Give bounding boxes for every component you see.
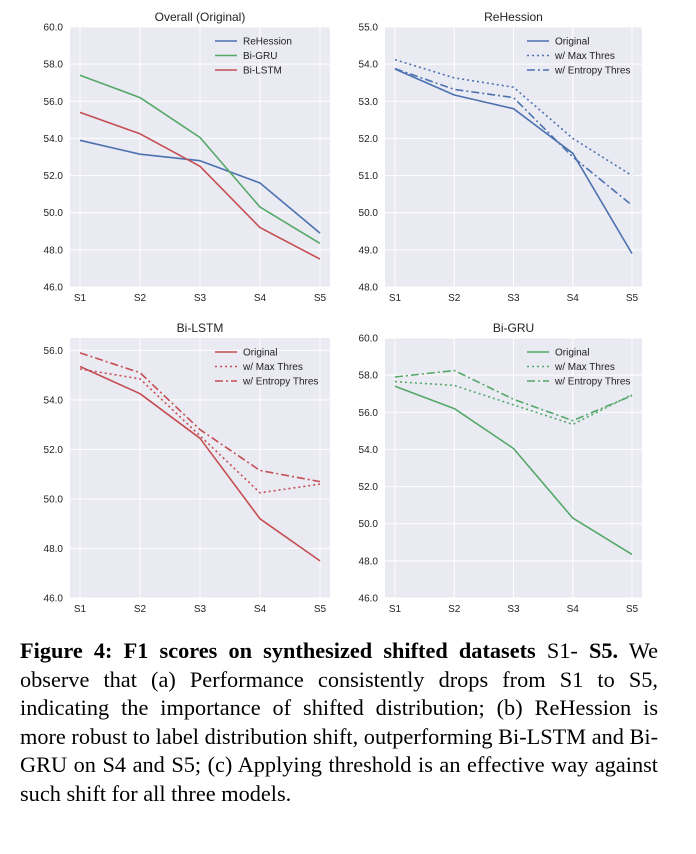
y-tick-label: 49.0 <box>359 245 379 256</box>
x-tick-label: S2 <box>134 604 147 615</box>
chart-title: Bi-LSTM <box>177 321 224 335</box>
chart-grid: 46.0 48.0 50.0 52.0 54.0 56.0 58.0 60.0 S1 S2 S3 S4… <box>44 10 642 615</box>
y-tick-label: 52.0 <box>44 171 64 182</box>
y-tick-label: 48.0 <box>359 283 379 294</box>
chart-title: Bi-GRU <box>493 321 534 335</box>
x-tick-label: S5 <box>314 293 327 304</box>
chart-panel-2: 48.0 49.0 50.0 51.0 52.0 53.0 54.0 55.0 S1 S2 S3 S4… <box>359 10 642 304</box>
x-tick-label: S4 <box>254 293 267 304</box>
y-tick-label: 53.0 <box>359 97 379 108</box>
figure-caption: Figure 4: F1 scores on synthesized shift… <box>20 637 658 808</box>
y-tick-label: 58.0 <box>44 60 64 71</box>
series-line-original <box>394 385 633 556</box>
legend: Original w/ Max Thres w/ Entropy Thres <box>215 348 318 388</box>
x-tick-label: S3 <box>507 293 520 304</box>
y-tick-label: 50.0 <box>359 519 379 530</box>
series-line-w-max-thres <box>79 368 321 494</box>
chart-title: Overall (Original) <box>155 10 246 24</box>
x-tick-label: S5 <box>626 293 639 304</box>
y-tick-label: 54.0 <box>44 395 64 406</box>
x-tick-label: S4 <box>567 604 580 615</box>
chart-panel-3: 46.0 48.0 50.0 52.0 54.0 56.0 S1 S2 S3 S4 S5 Bi-LST… <box>44 321 330 615</box>
legend-label: w/ Entropy Thres <box>554 66 630 77</box>
legend-label: Original <box>555 37 589 48</box>
legend-label: w/ Max Thres <box>242 362 303 373</box>
y-tick-label: 50.0 <box>44 494 64 505</box>
y-tick-label: 46.0 <box>359 594 379 605</box>
y-tick-label: 48.0 <box>44 245 64 256</box>
y-tick-label: 54.0 <box>359 60 379 71</box>
x-tick-label: S2 <box>448 604 461 615</box>
y-tick-label: 60.0 <box>44 23 64 34</box>
x-tick-label: S2 <box>448 293 461 304</box>
chart-panel-4: 46.0 48.0 50.0 52.0 54.0 56.0 58.0 60.0 S1 S2 S3 S4… <box>359 321 642 615</box>
legend-label: w/ Entropy Thres <box>554 377 630 388</box>
y-tick-label: 48.0 <box>44 544 64 555</box>
legend-label: Bi-LSTM <box>243 66 282 77</box>
x-tick-label: S3 <box>507 604 520 615</box>
legend-label: Bi-GRU <box>243 51 277 62</box>
series-line-w-entropy-thres <box>79 352 321 483</box>
series-line-bi-gru <box>79 74 321 245</box>
y-tick-label: 50.0 <box>44 208 64 219</box>
y-tick-label: 46.0 <box>44 594 64 605</box>
y-tick-label: 46.0 <box>44 283 64 294</box>
y-tick-label: 56.0 <box>44 97 64 108</box>
y-tick-label: 56.0 <box>359 408 379 419</box>
y-tick-label: 54.0 <box>44 134 64 145</box>
x-tick-label: S4 <box>567 293 580 304</box>
x-tick-label: S3 <box>194 293 207 304</box>
caption-label: Figure 4: <box>20 638 113 663</box>
chart-panel-1: 46.0 48.0 50.0 52.0 54.0 56.0 58.0 60.0 S1 S2 S3 S4… <box>44 10 330 304</box>
legend-label: Original <box>243 348 277 359</box>
caption-title: F1 scores on synthesized shifted dataset… <box>123 638 536 663</box>
y-tick-label: 48.0 <box>359 556 379 567</box>
y-tick-label: 51.0 <box>359 171 379 182</box>
y-tick-label: 56.0 <box>44 346 64 357</box>
y-tick-label: 55.0 <box>359 23 379 34</box>
series-line-w-max-thres <box>394 380 633 426</box>
x-tick-label: S5 <box>626 604 639 615</box>
y-tick-label: 50.0 <box>359 208 379 219</box>
caption-range-end: S5. <box>589 638 619 663</box>
legend-label: w/ Max Thres <box>554 51 615 62</box>
x-tick-label: S5 <box>314 604 327 615</box>
legend-label: w/ Max Thres <box>554 362 615 373</box>
series-line-bi-lstm <box>79 111 321 260</box>
chart-title: ReHession <box>484 10 543 24</box>
series-line-original <box>79 365 321 562</box>
y-tick-label: 52.0 <box>359 134 379 145</box>
caption-range-start: S1- <box>546 638 578 663</box>
y-tick-label: 58.0 <box>359 371 379 382</box>
x-tick-label: S3 <box>194 604 207 615</box>
x-tick-label: S1 <box>74 293 87 304</box>
y-tick-label: 52.0 <box>359 482 379 493</box>
legend-label: ReHession <box>243 37 292 48</box>
legend: ReHession Bi-GRU Bi-LSTM <box>215 37 292 77</box>
series-line-rehession <box>79 139 321 234</box>
legend-label: w/ Entropy Thres <box>242 377 318 388</box>
legend-label: Original <box>555 348 589 359</box>
x-tick-label: S1 <box>74 604 87 615</box>
y-tick-label: 52.0 <box>44 445 64 456</box>
series-line-w-entropy-thres <box>394 369 633 422</box>
legend: Original w/ Max Thres w/ Entropy Thres <box>527 348 630 388</box>
legend: Original w/ Max Thres w/ Entropy Thres <box>527 37 630 77</box>
y-tick-label: 60.0 <box>359 334 379 345</box>
x-tick-label: S1 <box>389 604 402 615</box>
y-tick-label: 54.0 <box>359 445 379 456</box>
figure-4: 46.0 48.0 50.0 52.0 54.0 56.0 58.0 60.0 S1 S2 S3 S4… <box>44 10 642 615</box>
x-tick-label: S2 <box>134 293 147 304</box>
x-tick-label: S1 <box>389 293 402 304</box>
series-line-original <box>394 68 633 255</box>
x-tick-label: S4 <box>254 604 267 615</box>
caption-body: We observe that (a) Performance consiste… <box>20 638 659 806</box>
series-line-w-max-thres <box>394 58 633 177</box>
